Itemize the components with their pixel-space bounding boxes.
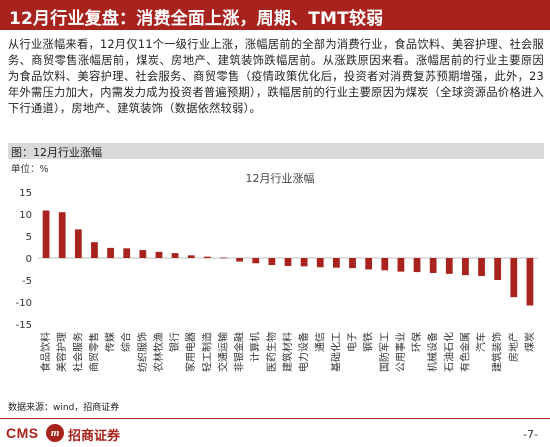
y-tick-label: -10: [16, 298, 32, 309]
footer-divider: [0, 418, 550, 419]
x-tick-label: 轻工制造: [200, 332, 213, 372]
x-tick-label: 建筑材料: [281, 332, 294, 372]
bar: [397, 258, 405, 272]
x-tick-label: 通信: [314, 332, 326, 352]
x-tick-labels: 食品饮料 美容护理 社会服务 商贸零售 传媒 综合 纺织服饰 农林牧渔 银行 家用电器 轻工制造 交通…: [39, 332, 536, 372]
x-tick-label: 基础化工: [329, 332, 342, 372]
x-tick-label: 机械设备: [426, 332, 439, 372]
bar: [139, 250, 147, 258]
y-axis: 15 10 5 0 -5 -10 -15: [16, 188, 538, 331]
x-tick-label: 电子: [346, 332, 359, 352]
bar: [236, 258, 243, 262]
x-tick-label: 电力设备: [297, 332, 310, 372]
bar: [494, 258, 502, 280]
x-tick-label: 医药生物: [265, 332, 278, 372]
x-tick-label: 综合: [120, 332, 133, 352]
bar: [252, 258, 260, 264]
bar: [284, 258, 292, 266]
x-tick-label: 交通运输: [216, 332, 229, 372]
bar: [91, 242, 98, 258]
x-tick-label: 房地产: [507, 332, 520, 362]
x-tick-label: 社会服务: [71, 332, 84, 372]
y-tick-label: 10: [19, 210, 32, 221]
bars-group: [42, 210, 534, 306]
x-tick-label: 商贸零售: [87, 332, 100, 372]
bar: [300, 258, 308, 267]
x-tick-label: 计算机: [249, 332, 262, 362]
x-tick-label: 建筑装饰: [491, 332, 504, 372]
bar: [365, 258, 373, 270]
title-bar: 12月行业复盘：消费全面上涨，周期、TMT较弱: [0, 0, 550, 30]
bar: [445, 258, 453, 274]
bar: [171, 253, 179, 258]
bar: [155, 251, 163, 258]
x-tick-label: 食品饮料: [39, 332, 52, 372]
chart-title: 12月行业涨幅: [246, 172, 315, 185]
x-tick-label: 汽车: [475, 332, 488, 352]
x-tick-label: 家用电器: [184, 332, 197, 372]
x-tick-label: 环保: [410, 332, 423, 352]
bar: [42, 210, 50, 258]
x-tick-label: 银行: [168, 332, 181, 352]
x-tick-label: 农林牧渔: [152, 332, 165, 372]
bar: [478, 258, 485, 277]
brand-mark-icon: m: [46, 424, 64, 442]
y-tick-label: 0: [26, 254, 32, 265]
bar: [381, 258, 389, 271]
x-tick-label: 纺织服饰: [136, 332, 149, 372]
y-tick-label: -5: [22, 276, 32, 287]
bar: [107, 247, 114, 258]
bar: [333, 258, 340, 268]
x-tick-label: 非银金融: [233, 332, 246, 372]
bar: [123, 248, 131, 258]
bar: [413, 258, 421, 273]
bar: [220, 257, 227, 259]
y-tick-label: 15: [19, 188, 32, 199]
page-title: 12月行业复盘：消费全面上涨，周期、TMT较弱: [9, 9, 384, 29]
bar: [510, 258, 518, 298]
figure-caption-bar: 图：12月行业涨幅: [8, 143, 544, 159]
bar: [58, 212, 66, 258]
x-tick-label: 煤炭: [523, 332, 536, 352]
body-paragraph: 从行业涨幅来看，12月仅11个一级行业上涨，涨幅居前的全部为消费行业，食品饮料、…: [8, 38, 544, 115]
x-tick-label: 美容护理: [55, 332, 68, 372]
x-tick-label: 石油石化: [442, 332, 455, 372]
brand-name-cn: 招商证券: [68, 429, 121, 444]
brand-name: CMS: [6, 425, 39, 441]
bar: [74, 229, 82, 258]
figure-caption: 图：12月行业涨幅: [11, 146, 102, 159]
bar-chart: 15 10 5 0 -5 -10 -15 食品饮料 美容护理 社会服务 商贸零售 传媒 综合 纺织服饰农…: [16, 172, 538, 372]
bar: [349, 258, 356, 269]
bar: [187, 255, 195, 258]
chart-container: 15 10 5 0 -5 -10 -15 食品饮料 美容护理 社会服务 商贸零售 传媒 综合 纺织服饰农…: [8, 162, 544, 405]
x-tick-label: 传媒: [105, 332, 117, 352]
y-tick-label: 5: [26, 232, 32, 243]
unit-label: 单位：%: [11, 164, 49, 175]
x-tick-label: 有色金属: [458, 332, 471, 372]
y-tick-label: -15: [16, 320, 32, 331]
page-number: -7-: [523, 428, 538, 441]
x-tick-label: 公用事业: [394, 332, 407, 372]
source-note: 数据来源：wind，招商证券: [8, 403, 120, 413]
x-tick-label: 国防军工: [378, 332, 391, 372]
bar: [203, 256, 211, 258]
bar: [429, 258, 437, 273]
x-tick-label: 钢铁: [362, 332, 375, 352]
bar: [316, 258, 324, 268]
bar: [526, 258, 534, 306]
bar: [268, 258, 276, 266]
bar: [462, 258, 469, 276]
